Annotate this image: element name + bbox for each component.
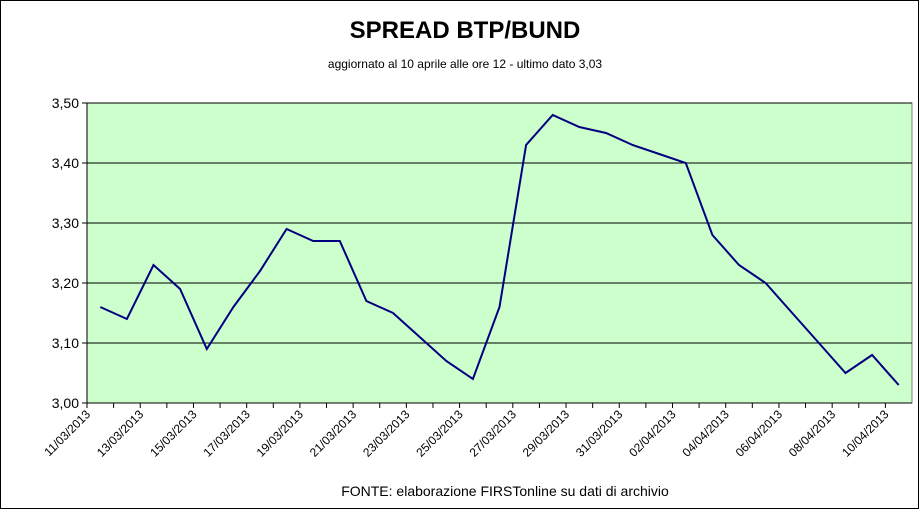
y-tick-label: 3,30 (52, 215, 79, 231)
y-tick-label: 3,10 (52, 335, 79, 351)
y-tick-label: 3,50 (52, 95, 79, 111)
y-tick-label: 3,20 (52, 275, 79, 291)
data-line (99, 113, 900, 386)
source-note: FONTE: elaborazione FIRSTonline su dati … (341, 483, 669, 499)
y-tick-label: 3,00 (52, 395, 79, 411)
plot-area (86, 102, 913, 404)
chart-title: SPREAD BTP/BUND (350, 17, 581, 44)
chart-subtitle: aggiornato al 10 aprile alle ore 12 - ul… (328, 57, 603, 71)
y-tick-label: 3,40 (52, 155, 79, 171)
